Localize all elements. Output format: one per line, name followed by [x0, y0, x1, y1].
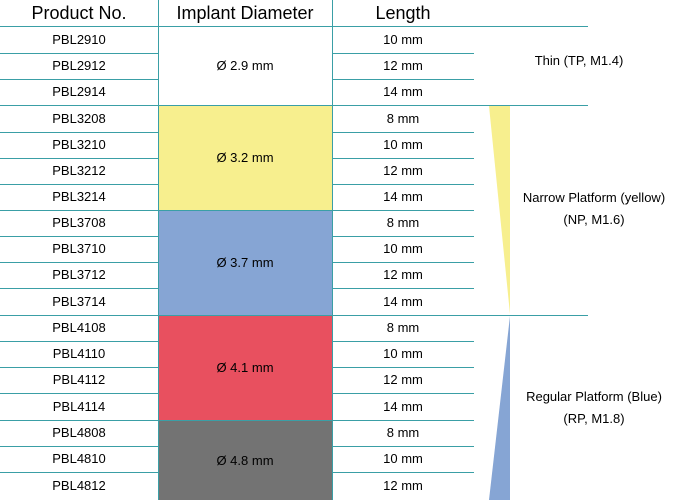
- row-divider: [332, 472, 474, 473]
- thin-platform-line1: Thin (TP, M1.4): [534, 53, 624, 68]
- narrow-platform-line2: (NP, M1.6): [563, 212, 625, 227]
- row-divider: [0, 53, 158, 54]
- row-divider: [0, 446, 158, 447]
- row-divider: [332, 341, 474, 342]
- row-divider: [332, 184, 474, 185]
- row-divider: [332, 158, 474, 159]
- product-number-cell: PBL3210: [52, 137, 106, 152]
- row-divider: [332, 53, 474, 54]
- row-divider: [0, 184, 158, 185]
- length-cell: 12 mm: [383, 372, 423, 387]
- row-divider: [332, 446, 474, 447]
- length-cell: 12 mm: [383, 267, 423, 282]
- regular-platform-wedge: [489, 316, 510, 500]
- row-divider: [332, 367, 474, 368]
- product-number-cell: PBL3208: [52, 111, 106, 126]
- length-cell: 10 mm: [383, 137, 423, 152]
- product-number-cell: PBL4112: [52, 372, 106, 387]
- diameter-3-2-label: Ø 3.2 mm: [216, 150, 274, 165]
- diameter-2-9-block: Ø 2.9 mm: [158, 26, 332, 105]
- narrow-platform-wedge: [489, 106, 510, 314]
- row-divider: [332, 262, 474, 263]
- length-cell: 10 mm: [383, 451, 423, 466]
- row-divider: [0, 262, 158, 263]
- length-cell: 10 mm: [383, 32, 423, 47]
- column-divider: [158, 0, 159, 500]
- row-divider: [0, 210, 474, 211]
- length-cell: 12 mm: [383, 58, 423, 73]
- length-cell: 10 mm: [383, 346, 423, 361]
- narrow-platform-line1: Narrow Platform (yellow): [522, 190, 666, 205]
- product-number-cell: PBL4108: [52, 320, 106, 335]
- thin-platform-label: Thin (TP, M1.4): [474, 50, 684, 72]
- row-divider: [332, 79, 474, 80]
- product-number-cell: PBL4110: [52, 346, 106, 361]
- product-number-cell: PBL4812: [52, 478, 106, 493]
- diameter-4-1-label: Ø 4.1 mm: [216, 360, 274, 375]
- diameter-3-7-label: Ø 3.7 mm: [216, 255, 274, 270]
- row-divider: [0, 26, 588, 27]
- product-number-cell: PBL3214: [52, 189, 106, 204]
- product-number-cell: PBL2914: [52, 84, 106, 99]
- row-divider: [332, 132, 474, 133]
- length-cell: 12 mm: [383, 478, 423, 493]
- product-number-cell: PBL3708: [52, 215, 106, 230]
- length-cell: 14 mm: [383, 399, 423, 414]
- row-divider: [0, 105, 588, 106]
- diameter-4-1-block: Ø 4.1 mm: [158, 315, 332, 420]
- product-number-cell: PBL3212: [52, 163, 106, 178]
- row-divider: [0, 79, 158, 80]
- header-implant-diameter: Implant Diameter: [176, 3, 314, 23]
- narrow-platform-label: Narrow Platform (yellow) (NP, M1.6): [504, 187, 684, 231]
- header-product-no: Product No.: [31, 3, 127, 23]
- row-divider: [0, 132, 158, 133]
- row-divider: [332, 288, 474, 289]
- product-number-cell: PBL2910: [52, 32, 106, 47]
- product-number-cell: PBL2912: [52, 58, 106, 73]
- length-cell: 14 mm: [383, 294, 423, 309]
- length-cell: 12 mm: [383, 163, 423, 178]
- row-divider: [0, 341, 158, 342]
- diameter-2-9-label: Ø 2.9 mm: [216, 58, 274, 73]
- length-cell: 8 mm: [386, 320, 420, 335]
- regular-platform-label: Regular Platform (Blue) (RP, M1.8): [504, 386, 684, 430]
- row-divider: [0, 158, 158, 159]
- row-divider: [0, 315, 588, 316]
- regular-platform-line1: Regular Platform (Blue): [526, 389, 662, 404]
- row-divider: [0, 367, 158, 368]
- length-cell: 10 mm: [383, 241, 423, 256]
- product-number-cell: PBL3710: [52, 241, 106, 256]
- diameter-4-8-block: Ø 4.8 mm: [158, 420, 332, 500]
- length-cell: 8 mm: [386, 425, 420, 440]
- row-divider: [0, 236, 158, 237]
- column-divider: [332, 0, 333, 500]
- row-divider: [0, 288, 158, 289]
- product-number-cell: PBL4808: [52, 425, 106, 440]
- header-length: Length: [375, 3, 431, 23]
- diameter-4-8-label: Ø 4.8 mm: [216, 452, 274, 468]
- row-divider: [332, 393, 474, 394]
- diameter-3-2-block: Ø 3.2 mm: [158, 105, 332, 210]
- regular-platform-line2: (RP, M1.8): [563, 411, 625, 426]
- product-number-cell: PBL4810: [52, 451, 106, 466]
- row-divider: [332, 236, 474, 237]
- diameter-3-7-block: Ø 3.7 mm: [158, 210, 332, 315]
- product-number-cell: PBL3712: [52, 267, 106, 282]
- length-cell: 8 mm: [386, 111, 420, 126]
- row-divider: [0, 393, 158, 394]
- row-divider: [0, 472, 158, 473]
- product-number-cell: PBL4114: [52, 399, 106, 414]
- product-number-cell: PBL3714: [52, 294, 106, 309]
- length-cell: 8 mm: [386, 215, 420, 230]
- length-cell: 14 mm: [383, 84, 423, 99]
- length-cell: 14 mm: [383, 189, 423, 204]
- row-divider: [0, 420, 474, 421]
